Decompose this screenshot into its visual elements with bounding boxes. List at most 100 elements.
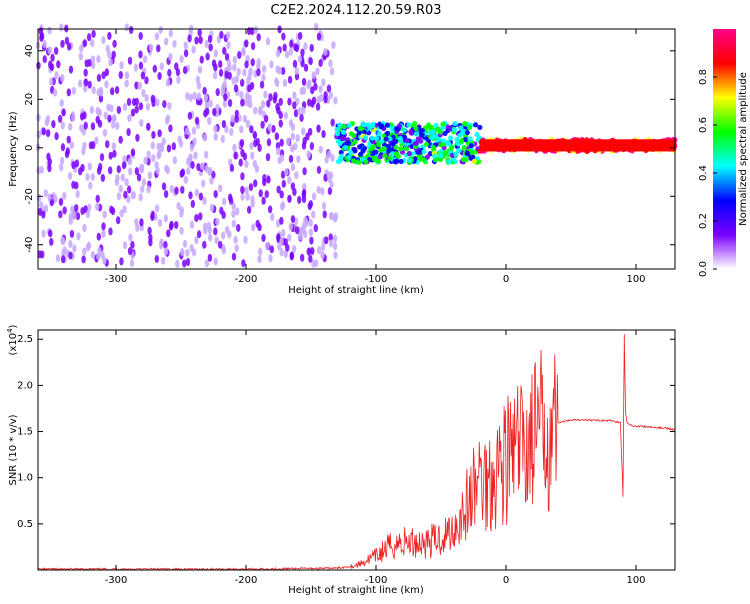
heatmap-cell <box>291 245 297 254</box>
heatmap-cell <box>279 216 284 225</box>
heatmap-cell <box>101 71 106 80</box>
heatmap-cell <box>283 250 289 259</box>
heatmap-cell <box>281 179 286 188</box>
heatmap-cell <box>266 99 271 108</box>
heatmap-cell <box>213 132 218 141</box>
heatmap-cell <box>147 171 153 180</box>
heatmap-cell <box>309 43 314 52</box>
heatmap-cell <box>188 93 193 102</box>
heatmap-cell <box>68 251 73 260</box>
heatmap-cell <box>385 130 391 136</box>
heatmap-cell <box>352 139 358 145</box>
heatmap-cell <box>373 149 379 155</box>
heatmap-cell <box>59 23 64 32</box>
x-tick-label: -300 <box>105 274 128 285</box>
heatmap-cell <box>167 68 172 77</box>
heatmap-cell <box>232 55 237 64</box>
heatmap-cell <box>64 150 70 159</box>
colorbar-tick-label: 0.6 <box>698 117 709 133</box>
heatmap-cell <box>309 142 315 151</box>
heatmap-cell <box>148 233 153 242</box>
heatmap-cell <box>40 250 45 259</box>
heatmap-cell <box>126 128 131 137</box>
heatmap-cell <box>307 98 312 107</box>
heatmap-cell <box>183 49 189 58</box>
heatmap-cell <box>207 116 212 125</box>
heatmap-cell <box>263 90 268 99</box>
heatmap-cell <box>207 167 212 176</box>
heatmap-cell <box>163 190 169 199</box>
heatmap-cell <box>427 125 433 131</box>
heatmap-cell <box>102 128 108 137</box>
heatmap-cell <box>61 249 66 258</box>
snr-x-label: Height of straight line (km) <box>288 585 424 596</box>
heatmap-cell <box>139 119 144 128</box>
heatmap-cell <box>333 96 338 105</box>
heatmap-cell <box>245 192 250 201</box>
heatmap-cell <box>128 233 133 242</box>
heatmap-cell <box>278 97 283 106</box>
spectrogram-heatmap <box>35 22 678 268</box>
heatmap-cell <box>118 184 123 193</box>
heatmap-cell <box>231 209 236 218</box>
x-tick-label: -200 <box>235 274 258 285</box>
heatmap-cell <box>273 91 278 100</box>
heatmap-cell <box>462 137 469 143</box>
heatmap-cell <box>419 127 425 134</box>
heatmap-cell <box>156 44 161 53</box>
heatmap-cell <box>240 98 245 107</box>
heatmap-cell <box>96 232 101 241</box>
heatmap-cell <box>220 135 225 144</box>
heatmap-cell <box>207 253 213 262</box>
heatmap-cell <box>435 137 441 143</box>
heatmap-cell <box>322 210 327 219</box>
heatmap-cell <box>326 171 331 180</box>
heatmap-cell <box>66 135 71 144</box>
heatmap-cell <box>413 140 419 147</box>
heatmap-cell <box>281 228 286 237</box>
heatmap-cell <box>43 189 48 198</box>
heatmap-cell <box>66 88 72 97</box>
heatmap-cell <box>246 205 252 214</box>
heatmap-cell <box>224 125 229 134</box>
heatmap-cell <box>59 156 65 165</box>
heatmap-cell <box>438 142 444 148</box>
heatmap-cell <box>242 68 247 77</box>
heatmap-cell <box>239 78 245 87</box>
heatmap-cell <box>95 194 100 203</box>
heatmap-cell <box>394 158 400 164</box>
heatmap-cell <box>90 173 96 182</box>
heatmap-cell <box>180 185 185 194</box>
heatmap-cell <box>213 257 218 266</box>
heatmap-cell <box>148 43 154 52</box>
heatmap-cell <box>279 237 284 246</box>
heatmap-cell <box>313 224 318 233</box>
heatmap-cell <box>83 68 88 77</box>
heatmap-cell <box>58 197 64 206</box>
heatmap-cell <box>462 121 468 127</box>
heatmap-cell <box>208 43 213 52</box>
heatmap-cell <box>68 239 73 248</box>
heatmap-cell <box>371 144 377 150</box>
heatmap-cell <box>158 241 164 250</box>
heatmap-cell <box>438 148 444 155</box>
heatmap-cell <box>424 154 431 160</box>
heatmap-cell <box>68 213 73 222</box>
heatmap-cell <box>320 187 325 196</box>
heatmap-cell <box>51 120 56 129</box>
heatmap-cell <box>296 155 301 164</box>
heatmap-cell <box>183 41 188 50</box>
heatmap-cell <box>253 25 259 34</box>
heatmap-cell <box>202 240 207 249</box>
heatmap-cell <box>241 259 246 268</box>
heatmap-cell <box>316 32 322 41</box>
heatmap-cell <box>437 153 444 159</box>
heatmap-cell <box>90 39 95 48</box>
heatmap-cell <box>232 143 237 152</box>
heatmap-cell <box>253 106 258 115</box>
heatmap-cell <box>288 47 294 56</box>
heatmap-cell <box>270 213 275 222</box>
heatmap-cell <box>75 212 81 221</box>
heatmap-cell <box>261 73 266 82</box>
heatmap-cell <box>41 127 47 136</box>
